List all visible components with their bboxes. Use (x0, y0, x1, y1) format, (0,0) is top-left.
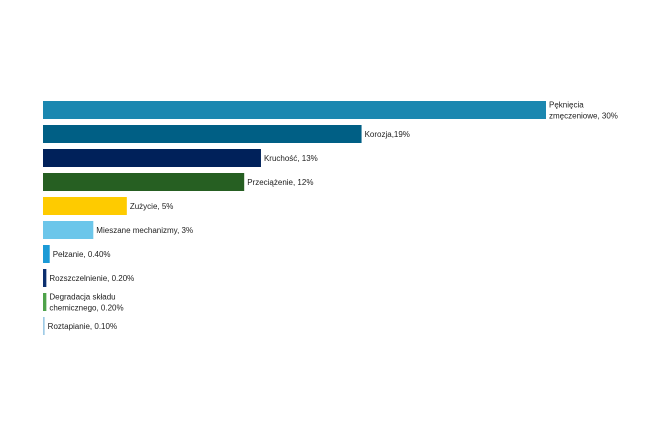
bar (43, 173, 245, 191)
data-label: Degradacja składu chemicznego, 0.20% (49, 293, 123, 313)
bar (43, 269, 47, 287)
bar (43, 101, 546, 119)
bar (43, 125, 362, 143)
bar (43, 197, 127, 215)
data-label: Pełzanie, 0.40% (53, 250, 111, 259)
data-label: Kruchość, 13% (264, 154, 318, 163)
data-label: Mieszane mechanizmy, 3% (96, 226, 193, 235)
bar (43, 221, 94, 239)
data-label: Pęknięcia zmęczeniowe, 30% (549, 101, 618, 121)
data-label: Korozja,19% (365, 130, 410, 139)
data-label: Roztapianie, 0.10% (48, 322, 117, 331)
bar (43, 245, 50, 263)
bar (43, 317, 45, 335)
bar (43, 293, 47, 311)
data-label: Rozszczelnienie, 0.20% (49, 274, 134, 283)
data-label: Zużycie, 5% (130, 202, 174, 211)
data-label: Przeciążenie, 12% (247, 178, 313, 187)
bar (43, 149, 261, 167)
